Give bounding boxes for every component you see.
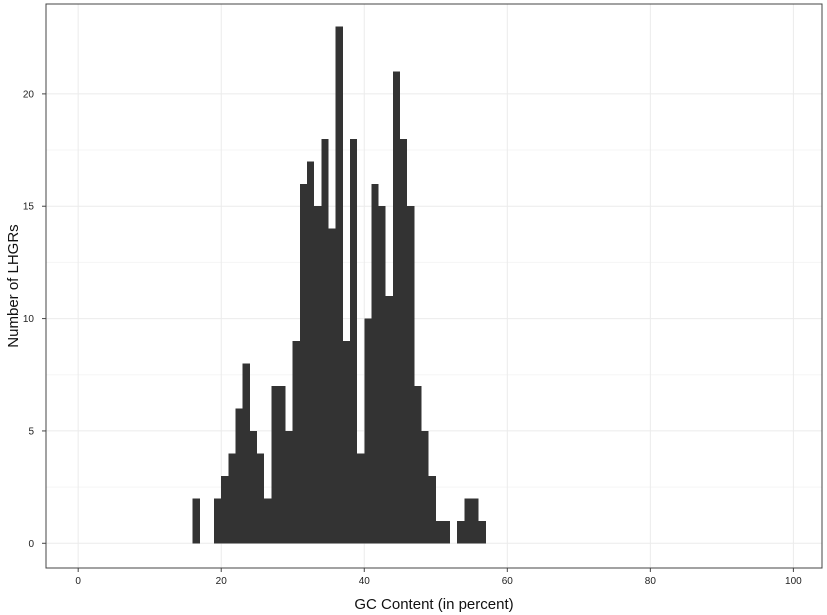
histogram-bar <box>235 408 243 544</box>
histogram-bar <box>314 206 322 544</box>
histogram-bar <box>307 161 315 544</box>
histogram-bar <box>357 453 365 544</box>
histogram-bar <box>392 71 401 544</box>
histogram-bar <box>442 520 451 544</box>
histogram-bar <box>242 363 250 544</box>
y-axis-title: Number of LHGRs <box>5 224 22 347</box>
histogram-bar <box>256 453 265 544</box>
histogram-bar <box>214 498 222 544</box>
y-tick-label: 10 <box>23 314 35 325</box>
x-axis-title: GC Content (in percent) <box>354 596 513 613</box>
histogram-bar <box>228 453 236 544</box>
histogram-bar <box>292 341 300 544</box>
histogram-bar <box>464 498 472 544</box>
x-axis-ticks: 0 20 40 60 80 100 <box>75 568 802 587</box>
histogram-bar <box>414 385 422 544</box>
y-tick-label: 0 <box>28 539 34 550</box>
x-tick-label: 0 <box>75 576 81 587</box>
histogram-bar <box>478 520 486 544</box>
gridlines <box>46 4 822 568</box>
histogram-bar <box>428 475 436 544</box>
histogram-bar <box>342 341 350 544</box>
y-axis-ticks: 0 5 10 15 20 <box>23 89 46 550</box>
histogram-bar <box>192 498 200 544</box>
histogram-bars <box>192 26 486 544</box>
y-tick-label: 20 <box>23 89 35 100</box>
histogram-bar <box>471 498 479 544</box>
x-tick-label: 80 <box>645 576 657 587</box>
histogram-bar <box>328 228 336 544</box>
histogram-bar <box>421 430 429 544</box>
histogram-bar <box>271 385 279 544</box>
histogram-bar <box>407 206 415 544</box>
y-tick-label: 15 <box>23 202 35 213</box>
histogram-bar <box>385 296 393 544</box>
histogram-bar <box>335 26 343 544</box>
histogram-bar <box>285 430 293 544</box>
x-tick-label: 60 <box>502 576 514 587</box>
histogram-bar <box>371 183 379 544</box>
histogram-bar <box>221 475 229 544</box>
histogram-bar <box>378 206 386 544</box>
histogram-bar <box>278 385 286 544</box>
x-tick-label: 20 <box>216 576 228 587</box>
histogram-bar <box>249 430 257 544</box>
histogram-bar <box>299 183 308 544</box>
x-tick-label: 40 <box>359 576 371 587</box>
histogram-bar <box>400 138 408 544</box>
histogram-bar <box>364 318 372 544</box>
x-tick-label: 100 <box>785 576 802 587</box>
plot-frame <box>45 3 823 569</box>
y-tick-label: 5 <box>28 426 34 437</box>
histogram-bar <box>321 138 329 544</box>
histogram-bar <box>264 498 272 544</box>
histogram-bar <box>435 520 443 544</box>
histogram-bar <box>457 520 465 544</box>
histogram-bar <box>349 138 358 544</box>
